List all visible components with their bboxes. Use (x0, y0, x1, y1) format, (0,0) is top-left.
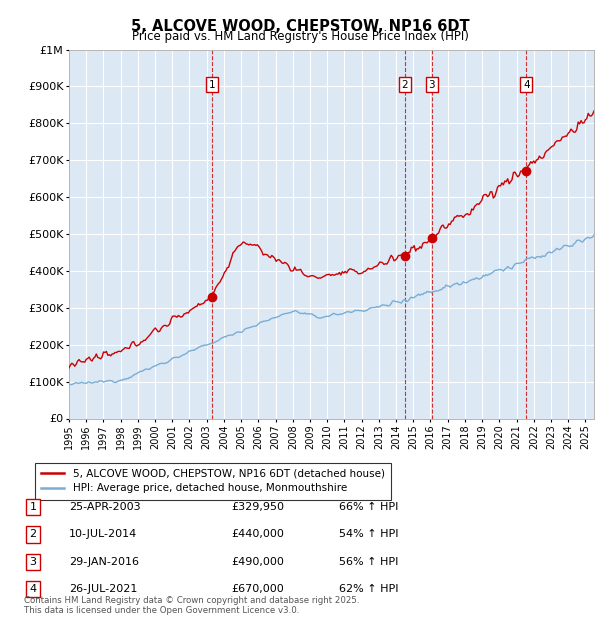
Legend: 5, ALCOVE WOOD, CHEPSTOW, NP16 6DT (detached house), HPI: Average price, detache: 5, ALCOVE WOOD, CHEPSTOW, NP16 6DT (deta… (35, 463, 391, 500)
Text: 54% ↑ HPI: 54% ↑ HPI (339, 529, 398, 539)
Text: 4: 4 (29, 584, 37, 594)
Text: 1: 1 (29, 502, 37, 512)
Text: 56% ↑ HPI: 56% ↑ HPI (339, 557, 398, 567)
Text: Contains HM Land Registry data © Crown copyright and database right 2025.
This d: Contains HM Land Registry data © Crown c… (24, 596, 359, 615)
Text: £490,000: £490,000 (231, 557, 284, 567)
Text: 3: 3 (29, 557, 37, 567)
Text: Price paid vs. HM Land Registry's House Price Index (HPI): Price paid vs. HM Land Registry's House … (131, 30, 469, 43)
Text: 10-JUL-2014: 10-JUL-2014 (69, 529, 137, 539)
Text: £670,000: £670,000 (231, 584, 284, 594)
Text: 29-JAN-2016: 29-JAN-2016 (69, 557, 139, 567)
Text: £329,950: £329,950 (231, 502, 284, 512)
Text: 5, ALCOVE WOOD, CHEPSTOW, NP16 6DT: 5, ALCOVE WOOD, CHEPSTOW, NP16 6DT (131, 19, 469, 33)
Text: 66% ↑ HPI: 66% ↑ HPI (339, 502, 398, 512)
Text: 4: 4 (523, 79, 530, 90)
Text: 2: 2 (401, 79, 409, 90)
Text: 25-APR-2003: 25-APR-2003 (69, 502, 140, 512)
Text: 26-JUL-2021: 26-JUL-2021 (69, 584, 137, 594)
Text: £440,000: £440,000 (231, 529, 284, 539)
Text: 1: 1 (209, 79, 215, 90)
Text: 2: 2 (29, 529, 37, 539)
Text: 3: 3 (428, 79, 435, 90)
Text: 62% ↑ HPI: 62% ↑ HPI (339, 584, 398, 594)
